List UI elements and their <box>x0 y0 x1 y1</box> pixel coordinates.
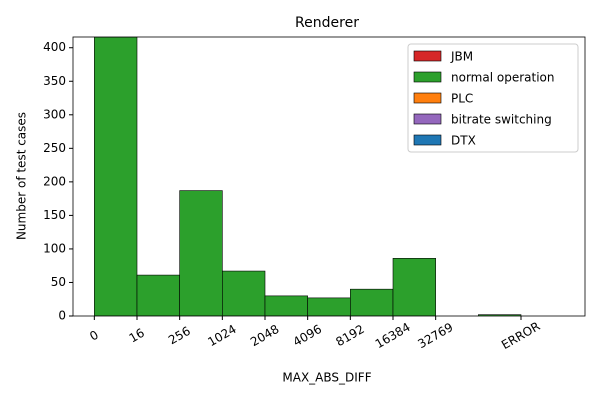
axes-frame <box>72 36 586 317</box>
y-axis-label: Number of test cases <box>15 112 29 240</box>
y-tick-label: 350 <box>43 74 66 88</box>
bar <box>222 270 266 316</box>
plot-area <box>94 37 522 316</box>
legend-label: bitrate switching <box>451 113 552 127</box>
legend-box <box>407 43 579 153</box>
bar <box>350 288 394 316</box>
bar <box>478 314 522 316</box>
y-tick-label: 300 <box>43 107 66 121</box>
legend-label: PLC <box>451 92 473 106</box>
x-tick-label: 16 <box>127 326 147 346</box>
y-tick-label: 200 <box>43 174 66 188</box>
y-tick-label: 400 <box>43 40 66 54</box>
x-axis-label: MAX_ABS_DIFF <box>282 371 371 385</box>
chart-title: Renderer <box>295 15 359 31</box>
legend-swatch <box>413 71 442 83</box>
y-tick-label: 0 <box>58 309 66 323</box>
bar <box>264 295 308 316</box>
legend-swatch <box>413 50 442 62</box>
legend-label: normal operation <box>451 71 554 85</box>
legend-label: DTX <box>451 134 476 148</box>
bar <box>94 37 138 316</box>
bar <box>136 274 180 316</box>
legend-swatch <box>413 134 442 146</box>
legend-swatch <box>413 113 442 125</box>
legend-label: JBM <box>450 50 473 64</box>
y-tick-label: 250 <box>43 141 66 155</box>
bar <box>179 190 223 316</box>
bar <box>307 297 351 316</box>
y-tick-label: 150 <box>43 208 66 222</box>
y-tick-label: 100 <box>43 241 66 255</box>
y-tick-label: 50 <box>51 275 66 289</box>
bar <box>392 258 436 316</box>
legend-swatch <box>413 92 442 104</box>
